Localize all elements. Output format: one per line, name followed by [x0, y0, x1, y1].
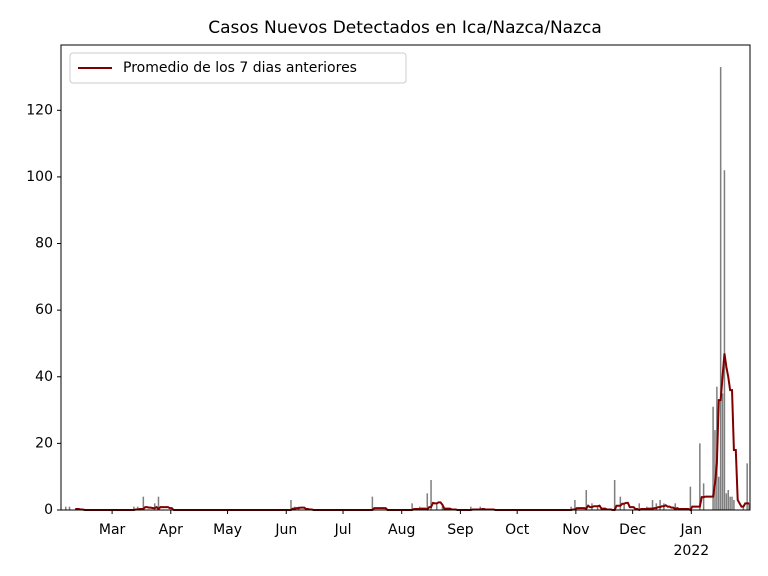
y-tick-label: 0: [44, 502, 53, 518]
bar: [721, 393, 724, 510]
bar: [746, 463, 748, 510]
bar: [689, 486, 692, 510]
average-line: [75, 353, 750, 512]
bar: [479, 506, 482, 510]
bar: [153, 503, 156, 510]
bar: [723, 170, 726, 511]
bar: [64, 506, 67, 510]
bar: [674, 503, 676, 510]
bar: [725, 493, 728, 510]
x-tick-label: Jan: [680, 522, 703, 538]
bar: [718, 476, 720, 510]
bar: [727, 490, 729, 510]
bar: [68, 506, 71, 510]
chart-title: Casos Nuevos Detectados en Ica/Nazca/Naz…: [208, 18, 602, 38]
bar: [613, 480, 616, 510]
bar: [574, 500, 576, 510]
y-tick-label: 20: [35, 435, 53, 451]
x-tick-label: Jul: [334, 522, 352, 538]
bar: [426, 493, 429, 510]
bar: [435, 503, 438, 510]
legend-label: Promedio de los 7 dias anteriores: [123, 60, 357, 76]
x-tick-label: Sep: [447, 522, 474, 538]
bar: [731, 496, 733, 510]
bar: [651, 500, 654, 510]
bar: [596, 506, 599, 510]
bar: [729, 496, 731, 510]
x-tick-label: Mar: [99, 522, 126, 538]
bar: [619, 496, 622, 510]
y-tick-label: 120: [26, 102, 53, 118]
bar: [638, 503, 641, 510]
x-tick-label: Oct: [505, 522, 530, 538]
y-tick-label: 80: [35, 236, 53, 252]
x-tick-label: Nov: [562, 522, 589, 538]
y-tick-label: 60: [35, 302, 53, 318]
x-year-label: 2022: [674, 543, 710, 559]
x-tick-label: Apr: [159, 522, 183, 538]
bar: [411, 503, 413, 510]
plot-area: [64, 66, 750, 512]
bar: [430, 480, 432, 510]
bar: [714, 430, 716, 510]
bar: [699, 443, 701, 510]
bar: [570, 506, 572, 510]
y-tick-label: 40: [35, 369, 53, 385]
x-tick-label: Jun: [274, 522, 297, 538]
bar: [719, 66, 722, 510]
bar: [748, 503, 750, 510]
bar: [157, 496, 160, 510]
bar: [133, 506, 135, 510]
bar: [136, 506, 139, 510]
bar: [712, 406, 714, 510]
x-tick-label: May: [213, 522, 242, 538]
x-tick-label: Dec: [619, 522, 646, 538]
bar: [441, 506, 444, 510]
bar: [655, 503, 658, 510]
legend-box: [69, 52, 407, 84]
bar: [142, 496, 145, 510]
bar: [585, 490, 588, 510]
bar: [742, 506, 745, 510]
bar: [733, 500, 735, 510]
bar: [659, 500, 661, 510]
bar: [623, 503, 625, 510]
bar: [470, 506, 472, 510]
x-tick-label: Aug: [388, 522, 415, 538]
axes-frame: [60, 44, 751, 511]
bar: [290, 500, 292, 510]
bar: [371, 496, 374, 510]
y-tick-label: 100: [26, 169, 53, 185]
